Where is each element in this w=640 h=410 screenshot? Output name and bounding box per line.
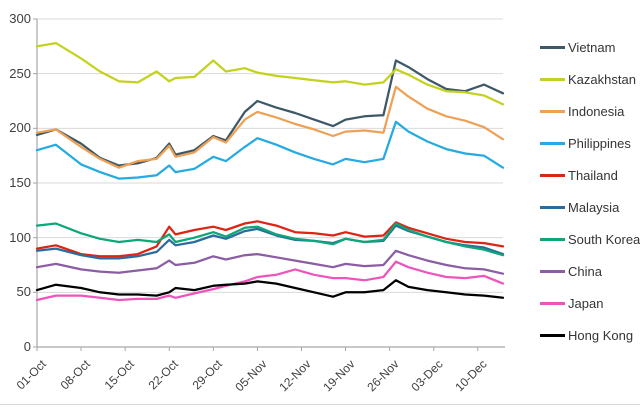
legend-item-south-korea: South Korea: [540, 229, 640, 249]
legend-item-kazakhstan: Kazakhstan: [540, 69, 636, 89]
legend-swatch: [540, 45, 565, 49]
legend-swatch: [540, 77, 565, 81]
series-line-kazakhstan: [35, 41, 505, 106]
legend-swatch: [540, 269, 565, 273]
legend-item-hong-kong: Hong Kong: [540, 325, 633, 345]
legend-swatch: [540, 109, 565, 113]
series-line-china: [35, 249, 505, 275]
series-line-hong-kong: [35, 279, 505, 299]
legend-swatch: [540, 237, 565, 241]
legend-label: Vietnam: [568, 39, 616, 55]
y-axis-label: 150: [9, 175, 31, 190]
chart-bottom-border: [0, 404, 640, 405]
y-axis-label: 200: [9, 120, 31, 136]
legend-label: Japan: [568, 295, 604, 311]
series-line-indonesia: [35, 85, 505, 169]
legend-label: Philippines: [568, 135, 631, 151]
legend-item-malaysia: Malaysia: [540, 197, 619, 217]
series-line-malaysia: [35, 224, 505, 260]
legend-swatch: [540, 173, 565, 177]
legend-label: Thailand: [568, 167, 618, 183]
legend-item-japan: Japan: [540, 293, 603, 313]
y-axis-label: 100: [9, 229, 31, 245]
legend-swatch: [540, 333, 565, 337]
legend-swatch: [540, 301, 565, 305]
legend-item-indonesia: Indonesia: [540, 101, 624, 121]
legend-swatch: [540, 141, 565, 145]
legend-item-thailand: Thailand: [540, 165, 618, 185]
series-line-philippines: [35, 120, 505, 180]
y-axis-label: 0: [23, 339, 31, 354]
legend-label: South Korea: [568, 231, 640, 247]
series-line-south-korea: [35, 222, 505, 257]
legend-label: Hong Kong: [568, 327, 634, 343]
legend-label: Indonesia: [568, 103, 625, 119]
legend-item-china: China: [540, 261, 602, 281]
y-axis-label: 300: [9, 11, 31, 26]
y-axis-label: 250: [9, 65, 31, 81]
legend-label: China: [568, 263, 602, 279]
series-line-japan: [35, 260, 505, 302]
legend-item-vietnam: Vietnam: [540, 37, 615, 57]
series-line-thailand: [35, 220, 505, 258]
legend-label: Malaysia: [568, 199, 620, 215]
legend-label: Kazakhstan: [568, 71, 636, 87]
legend-swatch: [540, 205, 565, 209]
y-axis-label: 50: [16, 284, 31, 300]
legend-item-philippines: Philippines: [540, 133, 631, 153]
